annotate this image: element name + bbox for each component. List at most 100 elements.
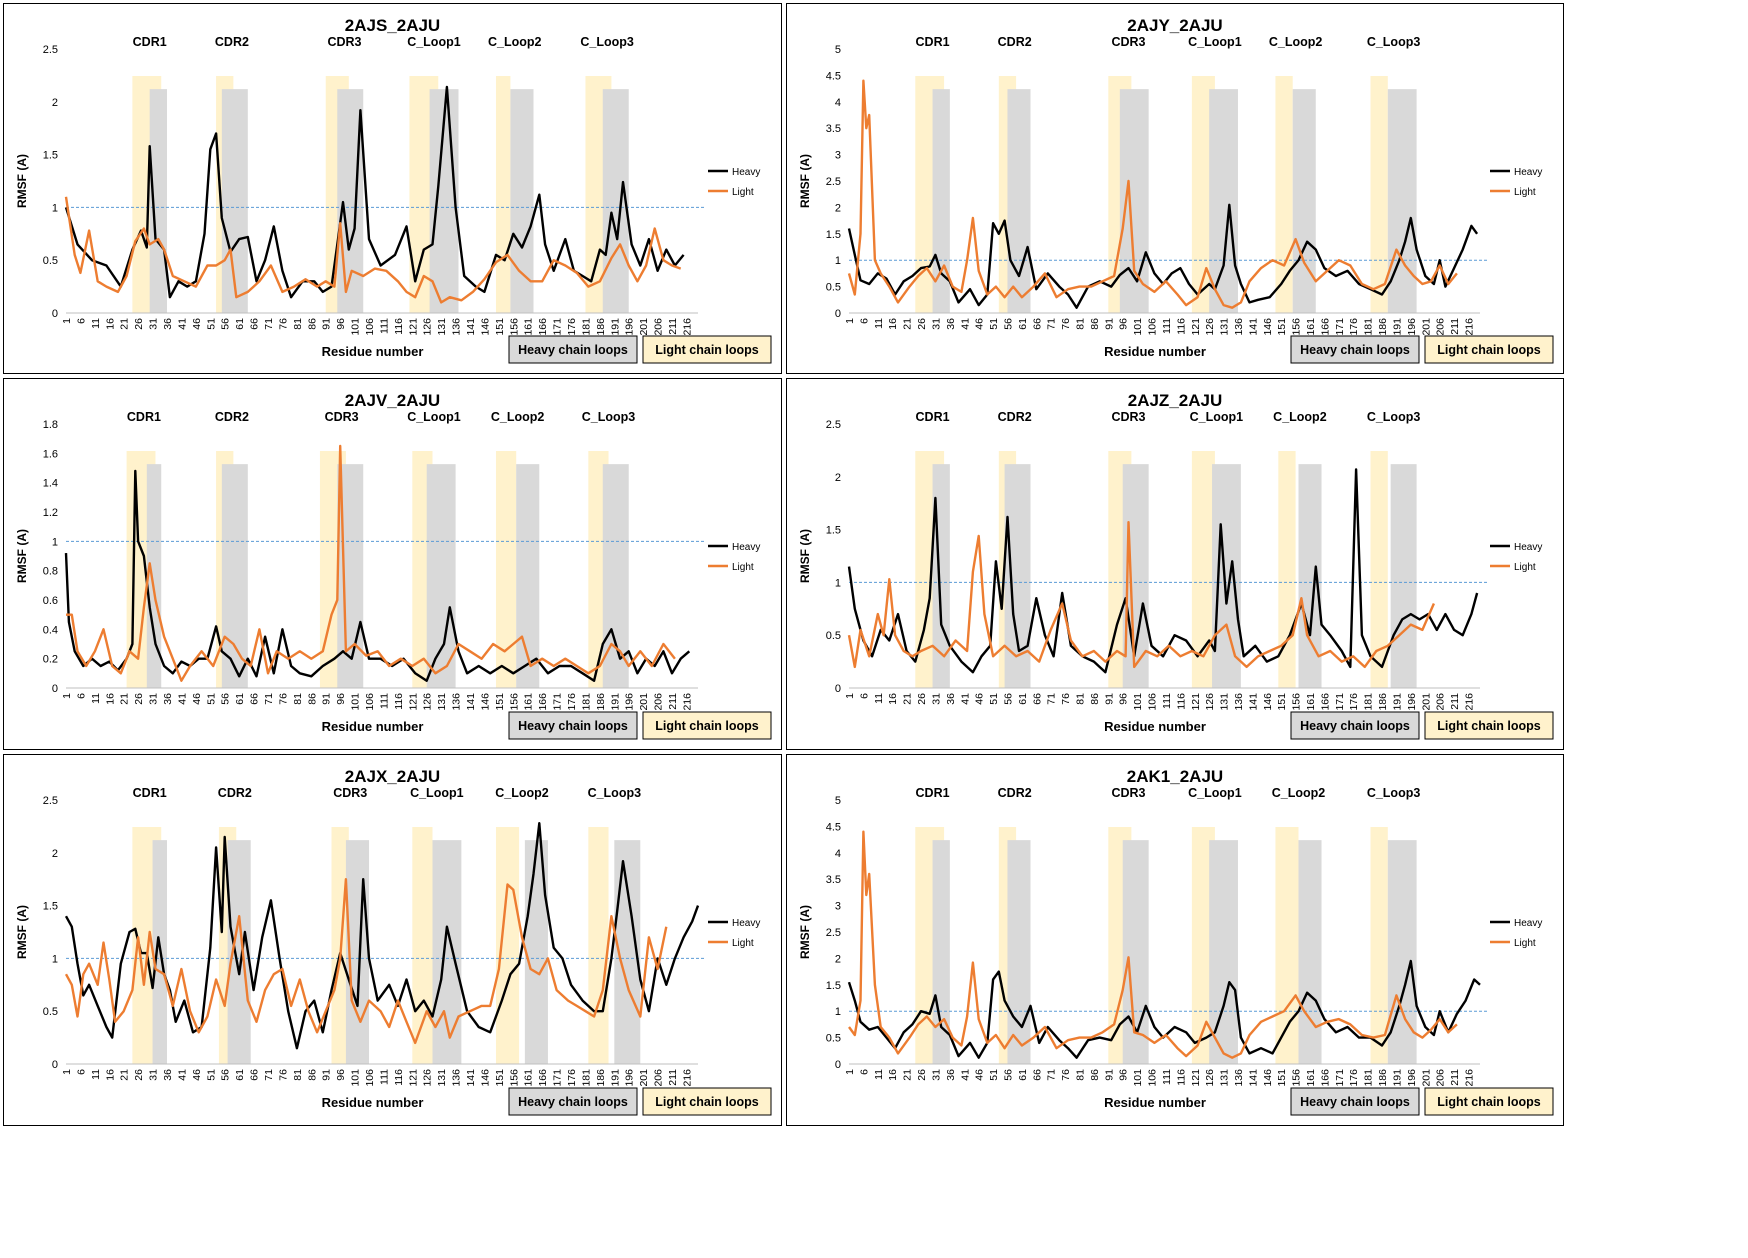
x-axis-title: Residue number	[1104, 344, 1206, 359]
chart-panel-2ajx: 2AJX_2AJU CDR1 CDR2 CDR3 C_Loop1 C_Loop2 C_Loo…	[3, 754, 782, 1126]
x-tick-label: 111	[1161, 693, 1173, 709]
x-tick-label: 6	[75, 1069, 87, 1075]
loop-label: CDR2	[998, 35, 1032, 49]
x-tick-label: 171	[552, 318, 564, 336]
y-tick-label: 4	[835, 848, 841, 860]
x-tick-label: 76	[1060, 693, 1072, 705]
light-chain-loops-box: Light chain loops	[1424, 1087, 1554, 1116]
legend-light-label: Light	[732, 187, 754, 198]
y-tick-label: 4	[835, 97, 841, 109]
x-tick-label: 86	[306, 1069, 318, 1081]
x-tick-label: 131	[1219, 1069, 1231, 1087]
x-tick-label: 81	[1075, 1069, 1087, 1081]
x-tick-label: 176	[1348, 1069, 1360, 1087]
y-tick-label: 0	[835, 1059, 841, 1071]
heavy-loop-band	[1007, 840, 1031, 1064]
x-tick-label: 176	[566, 318, 578, 336]
x-tick-label: 111	[1161, 1069, 1173, 1085]
x-tick-label: 71	[1046, 1069, 1058, 1081]
x-tick-label: 101	[350, 318, 362, 336]
x-tick-label: 206	[1435, 1069, 1447, 1087]
loop-label: CDR3	[327, 35, 361, 49]
y-tick-label: 1	[52, 536, 58, 548]
loop-label: C_Loop3	[1367, 786, 1421, 800]
x-tick-label: 111	[1161, 318, 1173, 334]
y-tick-label: 2	[52, 97, 58, 109]
x-tick-label: 126	[422, 318, 434, 336]
y-axis-title: RMSF (A)	[15, 905, 29, 959]
loop-label: C_Loop2	[488, 35, 542, 49]
x-tick-label: 46	[191, 1069, 203, 1081]
x-tick-label: 146	[479, 1069, 491, 1087]
y-tick-label: 0.2	[43, 654, 58, 666]
x-tick-label: 26	[916, 693, 928, 705]
y-tick-label: 0	[52, 683, 58, 695]
x-tick-label: 61	[1017, 693, 1029, 705]
chart-svg: 2AJX_2AJU CDR1 CDR2 CDR3 C_Loop1 C_Loop2 C_Loo…	[15, 767, 772, 1116]
x-tick-label: 21	[119, 1069, 131, 1081]
heavy-series-line	[64, 85, 685, 299]
y-axis-title: RMSF (A)	[798, 529, 812, 583]
x-tick-label: 201	[638, 693, 650, 711]
legend-heavy-label: Heavy	[732, 918, 760, 929]
x-tick-label: 61	[1017, 318, 1029, 330]
x-tick-label: 146	[1262, 1069, 1274, 1087]
x-tick-label: 96	[1118, 318, 1130, 330]
x-tick-label: 56	[220, 1069, 232, 1081]
y-tick-label: 0.5	[43, 255, 58, 267]
x-tick-label: 211	[1449, 693, 1461, 710]
x-tick-label: 86	[1089, 318, 1101, 330]
x-axis-title: Residue number	[1104, 719, 1206, 734]
x-tick-label: 136	[1233, 1069, 1245, 1087]
x-axis-title: Residue number	[322, 344, 424, 359]
x-tick-label: 61	[1017, 1069, 1029, 1081]
x-tick-label: 171	[1334, 693, 1346, 711]
x-tick-label: 21	[902, 693, 914, 705]
light-loop-band	[495, 451, 517, 688]
light-chain-loops-label: Light chain loops	[1437, 1095, 1541, 1109]
x-tick-label: 186	[1377, 693, 1389, 711]
x-tick-label: 211	[667, 318, 679, 335]
y-axis-title: RMSF (A)	[15, 529, 29, 583]
x-tick-label: 141	[465, 318, 477, 336]
legend-light-label: Light	[732, 938, 754, 949]
heavy-chain-loops-box: Heavy chain loops	[508, 711, 638, 740]
chart-panel-2ajy: 2AJY_2AJU CDR1 CDR2 CDR3 C_Loop1 C_Loop2 C_Loo…	[786, 3, 1564, 374]
x-tick-label: 96	[1118, 1069, 1130, 1081]
x-tick-label: 126	[1204, 318, 1216, 336]
x-tick-label: 16	[887, 1069, 899, 1081]
y-tick-label: 0.5	[826, 282, 841, 294]
x-tick-label: 91	[321, 1069, 333, 1081]
x-tick-label: 16	[887, 318, 899, 330]
y-axis-title: RMSF (A)	[15, 154, 29, 208]
y-tick-label: 3	[835, 150, 841, 162]
x-tick-label: 171	[1334, 1069, 1346, 1087]
x-tick-label: 186	[1377, 1069, 1389, 1087]
x-tick-label: 186	[595, 318, 607, 336]
heavy-chain-loops-rect	[508, 711, 638, 740]
light-loop-band	[1370, 827, 1388, 1064]
legend-heavy-label: Heavy	[1514, 542, 1542, 553]
y-tick-label: 3	[835, 901, 841, 913]
loop-label: CDR1	[127, 410, 161, 424]
x-tick-label: 41	[176, 318, 188, 330]
x-tick-label: 121	[407, 318, 419, 336]
loop-label: C_Loop2	[495, 786, 549, 800]
y-tick-label: 0.6	[43, 595, 58, 607]
x-tick-label: 126	[1204, 1069, 1216, 1087]
x-tick-label: 161	[523, 1069, 535, 1087]
y-tick-label: 1	[835, 255, 841, 267]
chart-title: 2AJY_2AJU	[1127, 16, 1222, 35]
x-tick-label: 166	[537, 318, 549, 336]
x-tick-label: 1	[844, 693, 856, 699]
light-chain-loops-rect	[1424, 335, 1554, 364]
x-tick-label: 106	[1147, 318, 1159, 336]
x-tick-label: 21	[902, 1069, 914, 1081]
x-tick-label: 131	[1219, 693, 1231, 711]
light-chain-loops-label: Light chain loops	[655, 1095, 759, 1109]
x-tick-label: 136	[1233, 693, 1245, 711]
x-tick-label: 56	[1002, 1069, 1014, 1081]
loop-label: C_Loop3	[1367, 35, 1421, 49]
x-tick-label: 26	[916, 1069, 928, 1081]
light-series-line	[848, 830, 1458, 1059]
